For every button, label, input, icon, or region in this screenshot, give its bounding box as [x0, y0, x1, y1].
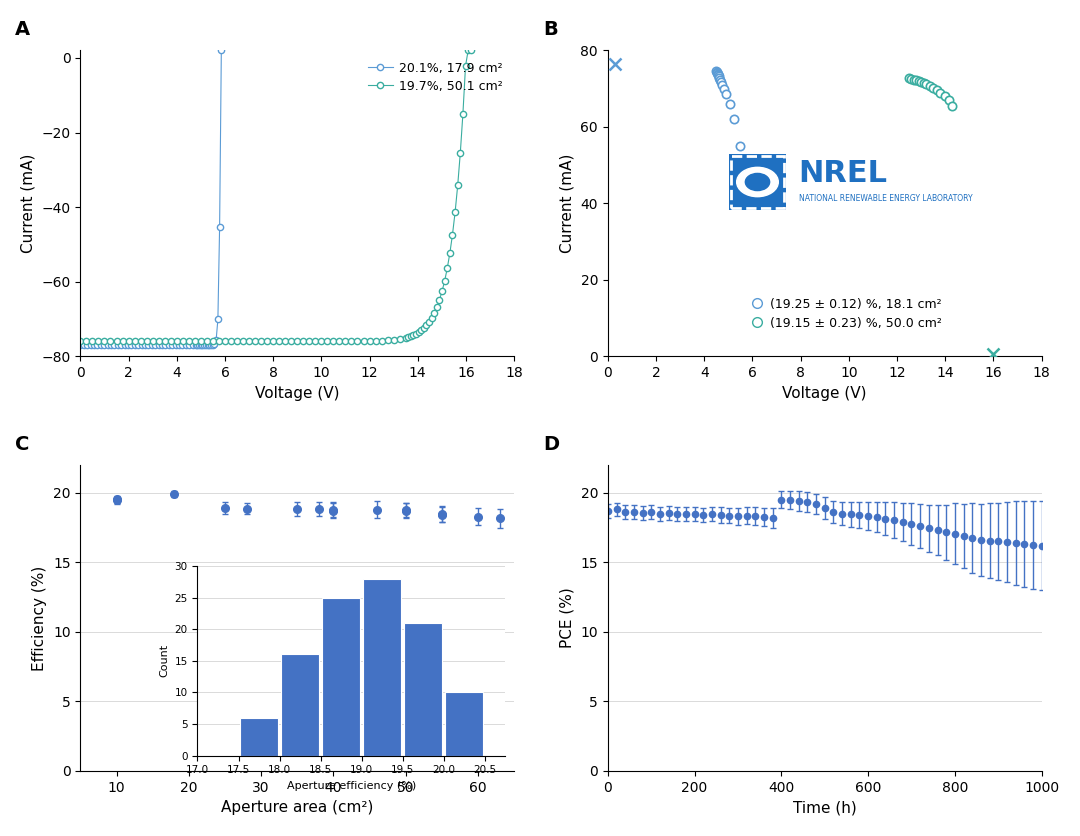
20.1%, 17.9 cm² [122, 340, 135, 350]
20.1%, 17.9 cm² [118, 340, 131, 350]
20.1%, 17.9 cm² [138, 340, 151, 350]
X-axis label: Aperture area (cm²): Aperture area (cm²) [221, 800, 374, 815]
20.1%, 17.9 cm² [132, 340, 145, 350]
20.1%, 17.9 cm² [156, 340, 168, 350]
19.7%, 50.1 cm² [381, 335, 394, 345]
20.1%, 17.9 cm² [195, 340, 208, 350]
20.1%, 17.9 cm² [105, 340, 118, 350]
20.1%, 17.9 cm² [183, 340, 195, 350]
20.1%, 17.9 cm² [108, 340, 121, 350]
20.1%, 17.9 cm² [97, 340, 110, 350]
20.1%, 17.9 cm² [141, 340, 154, 350]
20.1%, 17.9 cm² [129, 340, 141, 350]
Line: 19.7%, 50.1 cm²: 19.7%, 50.1 cm² [78, 48, 474, 344]
20.1%, 17.9 cm² [204, 340, 217, 350]
20.1%, 17.9 cm² [91, 340, 104, 350]
19.7%, 50.1 cm² [464, 45, 477, 55]
20.1%, 17.9 cm² [213, 222, 226, 232]
20.1%, 17.9 cm² [194, 340, 207, 350]
20.1%, 17.9 cm² [173, 340, 186, 350]
19.7%, 50.1 cm² [400, 333, 413, 343]
20.1%, 17.9 cm² [84, 340, 97, 350]
20.1%, 17.9 cm² [165, 340, 178, 350]
20.1%, 17.9 cm² [203, 340, 216, 350]
20.1%, 17.9 cm² [125, 340, 138, 350]
Line: 20.1%, 17.9 cm²: 20.1%, 17.9 cm² [78, 48, 225, 349]
20.1%, 17.9 cm² [208, 339, 221, 349]
19.7%, 50.1 cm² [461, 45, 474, 55]
20.1%, 17.9 cm² [212, 314, 225, 324]
19.7%, 50.1 cm² [73, 336, 86, 346]
20.1%, 17.9 cm² [198, 340, 211, 350]
20.1%, 17.9 cm² [111, 340, 124, 350]
20.1%, 17.9 cm² [159, 340, 172, 350]
20.1%, 17.9 cm² [190, 340, 203, 350]
Y-axis label: PCE (%): PCE (%) [559, 588, 575, 648]
20.1%, 17.9 cm² [170, 340, 183, 350]
20.1%, 17.9 cm² [201, 340, 214, 350]
X-axis label: Voltage (V): Voltage (V) [255, 385, 339, 400]
19.7%, 50.1 cm² [357, 336, 370, 346]
Text: A: A [15, 20, 30, 39]
Y-axis label: Current (mA): Current (mA) [559, 154, 575, 253]
20.1%, 17.9 cm² [73, 340, 86, 350]
20.1%, 17.9 cm² [102, 340, 114, 350]
20.1%, 17.9 cm² [146, 340, 159, 350]
19.7%, 50.1 cm² [363, 336, 376, 346]
Text: NATIONAL RENEWABLE ENERGY LABORATORY: NATIONAL RENEWABLE ENERGY LABORATORY [799, 194, 972, 203]
20.1%, 17.9 cm² [210, 334, 222, 344]
20.1%, 17.9 cm² [87, 340, 100, 350]
X-axis label: Time (h): Time (h) [793, 800, 856, 815]
Y-axis label: Current (mA): Current (mA) [21, 154, 36, 253]
Text: C: C [15, 435, 29, 454]
Y-axis label: Efficiency (%): Efficiency (%) [32, 565, 48, 670]
Text: B: B [543, 20, 557, 39]
20.1%, 17.9 cm² [152, 340, 165, 350]
20.1%, 17.9 cm² [94, 340, 107, 350]
20.1%, 17.9 cm² [135, 340, 148, 350]
X-axis label: Voltage (V): Voltage (V) [783, 385, 867, 400]
Legend: (19.25 ± 0.12) %, 18.1 cm², (19.15 ± 0.23) %, 50.0 cm²: (19.25 ± 0.12) %, 18.1 cm², (19.15 ± 0.2… [746, 293, 947, 334]
20.1%, 17.9 cm² [191, 340, 204, 350]
Legend: 20.1%, 17.9 cm², 19.7%, 50.1 cm²: 20.1%, 17.9 cm², 19.7%, 50.1 cm² [363, 57, 508, 98]
20.1%, 17.9 cm² [176, 340, 189, 350]
20.1%, 17.9 cm² [114, 340, 127, 350]
Circle shape [745, 173, 770, 191]
20.1%, 17.9 cm² [215, 45, 228, 55]
19.7%, 50.1 cm² [441, 263, 454, 273]
Text: D: D [543, 435, 559, 454]
20.1%, 17.9 cm² [162, 340, 175, 350]
20.1%, 17.9 cm² [179, 340, 192, 350]
Text: NREL: NREL [799, 159, 888, 188]
20.1%, 17.9 cm² [78, 340, 91, 350]
20.1%, 17.9 cm² [192, 340, 205, 350]
FancyBboxPatch shape [729, 155, 785, 210]
20.1%, 17.9 cm² [206, 340, 219, 350]
20.1%, 17.9 cm² [149, 340, 162, 350]
20.1%, 17.9 cm² [200, 340, 213, 350]
20.1%, 17.9 cm² [81, 340, 94, 350]
20.1%, 17.9 cm² [186, 340, 199, 350]
19.7%, 50.1 cm² [285, 336, 298, 346]
Circle shape [737, 167, 779, 196]
